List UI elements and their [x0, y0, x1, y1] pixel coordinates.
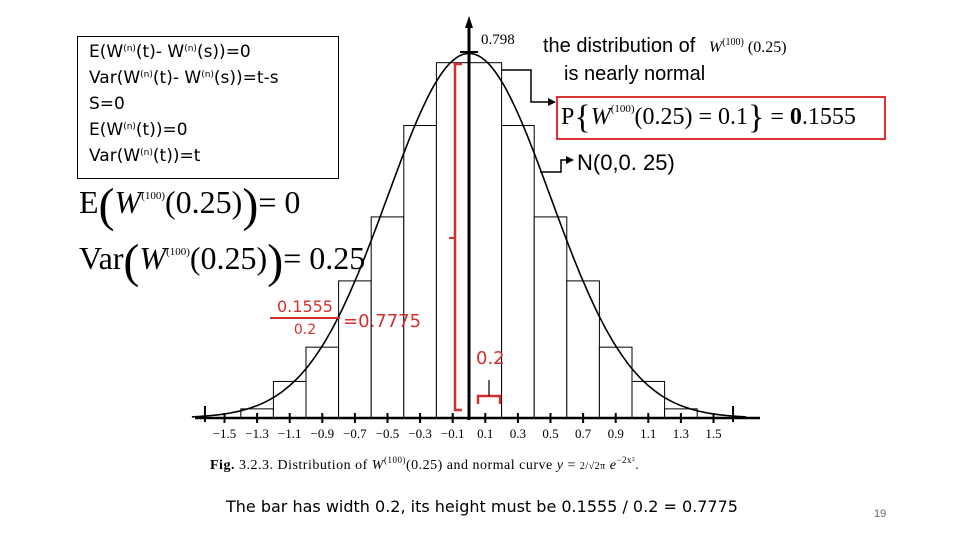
bars-layer: [240, 62, 698, 419]
histogram-bar: [338, 280, 372, 419]
histogram-bar: [272, 380, 307, 419]
peak-label: 0.798: [481, 32, 515, 48]
histogram-bar: [501, 125, 535, 419]
histogram-bar: [435, 62, 470, 419]
x-tick-label: −0.5: [376, 426, 400, 441]
x-tick-label: −1.1: [278, 426, 302, 441]
xticks-layer: −1.5 −1.3 −1.1 −0.9 −0.7 −0.5 −0.3 −0.1 0.1 0.3 0.…: [203, 406, 735, 441]
histogram-bar: [468, 62, 503, 419]
x-tick-label: −0.3: [408, 426, 432, 441]
histogram-bar: [566, 280, 600, 419]
formula-variance: Var(W(100)(0.25))= 0.25: [79, 235, 366, 288]
fraction-result: =0.7775: [343, 311, 422, 332]
page-number: 19: [874, 508, 887, 520]
histogram-bar: [631, 380, 666, 419]
fraction-numerator: 0.1555: [270, 297, 340, 319]
arrow-to-normal: [540, 159, 568, 173]
annotation-text-1: the distribution of: [543, 35, 696, 57]
width-label: 0.2: [476, 348, 505, 369]
info-line-3: S=0: [89, 94, 125, 114]
arrow-to-prob-head: [548, 98, 556, 106]
x-tick-label: 1.5: [705, 426, 721, 441]
info-box: E(W(n)(t)- W(n)(s))=0 Var(W(n)(t)- W(n)(…: [77, 36, 339, 179]
x-tick-label: −0.7: [343, 426, 367, 441]
y-axis-arrow: [465, 16, 473, 28]
x-tick-label: −1.5: [213, 426, 237, 441]
prob-formula-box: [556, 96, 886, 140]
normal-label: N(0,0. 25): [577, 150, 675, 175]
info-line-1: E(W(n)(t)- W(n)(s))=0: [89, 42, 251, 62]
formula-mean: E(W(100)(0.25))= 0: [79, 179, 301, 232]
info-line-4: E(W(n)(t))=0: [89, 120, 188, 140]
x-tick-label: −1.3: [245, 426, 269, 441]
fraction: 0.1555 0.2: [270, 297, 340, 338]
histogram-bar: [305, 346, 340, 419]
fraction-denominator: 0.2: [293, 322, 317, 338]
arrow-to-prob: [502, 69, 550, 103]
x-tick-label: 0.1: [477, 426, 493, 441]
histogram-bar: [533, 216, 568, 419]
x-tick-label: 0.7: [575, 426, 592, 441]
bottom-note: The bar has width 0.2, its height must b…: [226, 497, 738, 516]
figure-caption: Fig. 3.2.3. Distribution of W(100)(0.25)…: [210, 455, 640, 473]
x-tick-label: 1.1: [640, 426, 656, 441]
info-line-2: Var(W(n)(t)- W(n)(s))=t-s: [89, 68, 279, 88]
x-tick-label: 0.9: [608, 426, 624, 441]
arrow-to-normal-head: [566, 156, 574, 164]
x-tick-label: 0.3: [510, 426, 526, 441]
x-tick-label: −0.1: [441, 426, 465, 441]
x-tick-label: 1.3: [673, 426, 689, 441]
x-tick-label: 0.5: [542, 426, 558, 441]
prob-formula: P{W(100)(0.25) = 0.1} = 0.1555: [561, 99, 856, 136]
annotation-math: W(100) (0.25): [708, 37, 787, 56]
x-tick-label: −0.9: [311, 426, 335, 441]
annotation-line-2: is nearly normal: [564, 63, 706, 85]
annotation-line-1: the distribution of W(100) (0.25): [543, 35, 787, 58]
histogram-bar: [598, 346, 633, 419]
histogram-bar: [403, 125, 437, 419]
info-line-5: Var(W(n)(t))=t: [89, 146, 201, 166]
